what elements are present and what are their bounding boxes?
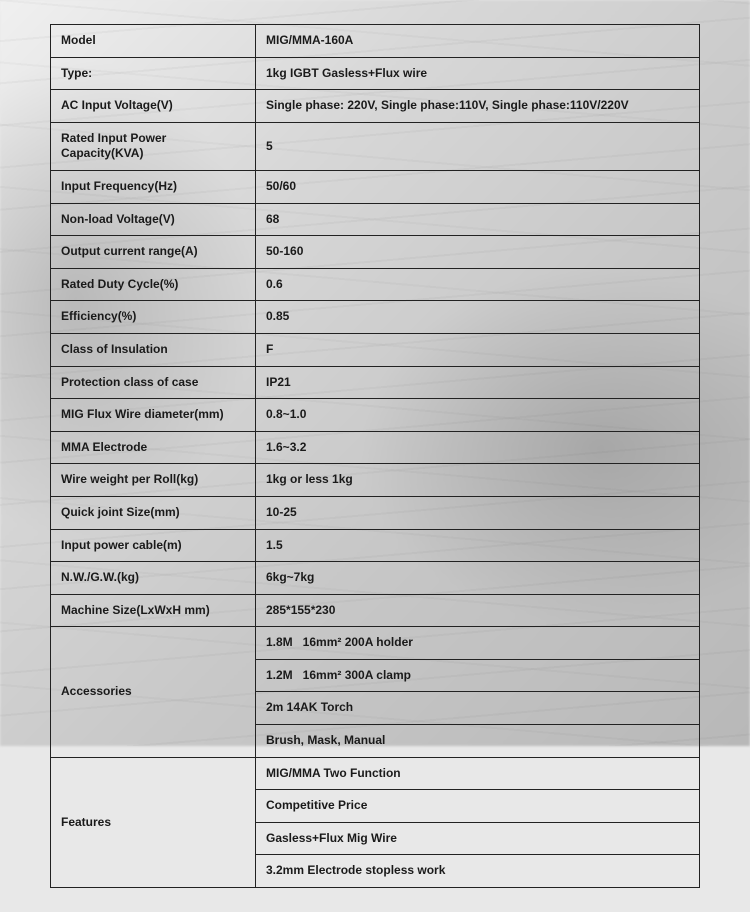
table-row: Non-load Voltage(V)68 (51, 203, 700, 236)
table-container: ModelMIG/MMA-160AType:1kg IGBT Gasless+F… (0, 0, 750, 912)
table-row: FeaturesMIG/MMA Two Function (51, 757, 700, 790)
spec-group-value: 1.8M 16mm² 200A holder (256, 627, 700, 660)
spec-label: Type: (51, 57, 256, 90)
table-row: MIG Flux Wire diameter(mm)0.8~1.0 (51, 399, 700, 432)
spec-label: Wire weight per Roll(kg) (51, 464, 256, 497)
table-row: Protection class of caseIP21 (51, 366, 700, 399)
spec-value: 50-160 (256, 236, 700, 269)
table-row: Class of InsulationF (51, 333, 700, 366)
spec-value: 0.85 (256, 301, 700, 334)
table-row: Rated Input Power Capacity(KVA)5 (51, 122, 700, 170)
spec-group-value: Gasless+Flux Mig Wire (256, 822, 700, 855)
table-row: Rated Duty Cycle(%)0.6 (51, 268, 700, 301)
spec-value: 1.6~3.2 (256, 431, 700, 464)
spec-label: Class of Insulation (51, 333, 256, 366)
spec-value: MIG/MMA-160A (256, 25, 700, 58)
spec-label: Output current range(A) (51, 236, 256, 269)
spec-label: MIG Flux Wire diameter(mm) (51, 399, 256, 432)
spec-value: 1.5 (256, 529, 700, 562)
table-row: Output current range(A)50-160 (51, 236, 700, 269)
table-row: Accessories1.8M 16mm² 200A holder (51, 627, 700, 660)
table-row: N.W./G.W.(kg)6kg~7kg (51, 562, 700, 595)
spec-value: 68 (256, 203, 700, 236)
spec-group-value: 1.2M 16mm² 300A clamp (256, 659, 700, 692)
spec-value: 1kg IGBT Gasless+Flux wire (256, 57, 700, 90)
spec-value: Single phase: 220V, Single phase:110V, S… (256, 90, 700, 123)
spec-value: 0.8~1.0 (256, 399, 700, 432)
spec-group-value: 2m 14AK Torch (256, 692, 700, 725)
spec-label: AC Input Voltage(V) (51, 90, 256, 123)
table-row: ModelMIG/MMA-160A (51, 25, 700, 58)
spec-group-value: Brush, Mask, Manual (256, 725, 700, 758)
spec-label: MMA Electrode (51, 431, 256, 464)
spec-table: ModelMIG/MMA-160AType:1kg IGBT Gasless+F… (50, 24, 700, 888)
spec-label: Input power cable(m) (51, 529, 256, 562)
spec-group-value: Competitive Price (256, 790, 700, 823)
table-row: Machine Size(LxWxH mm)285*155*230 (51, 594, 700, 627)
spec-value: 285*155*230 (256, 594, 700, 627)
table-row: Wire weight per Roll(kg)1kg or less 1kg (51, 464, 700, 497)
spec-label: Quick joint Size(mm) (51, 496, 256, 529)
spec-label: Model (51, 25, 256, 58)
spec-value: 10-25 (256, 496, 700, 529)
spec-label: Non-load Voltage(V) (51, 203, 256, 236)
spec-value: 0.6 (256, 268, 700, 301)
spec-group-label: Accessories (51, 627, 256, 757)
spec-value: 5 (256, 122, 700, 170)
spec-value: F (256, 333, 700, 366)
spec-value: 50/60 (256, 170, 700, 203)
table-row: Efficiency(%)0.85 (51, 301, 700, 334)
table-row: Input power cable(m)1.5 (51, 529, 700, 562)
spec-label: Protection class of case (51, 366, 256, 399)
spec-label: Rated Input Power Capacity(KVA) (51, 122, 256, 170)
spec-label: Rated Duty Cycle(%) (51, 268, 256, 301)
table-row: MMA Electrode1.6~3.2 (51, 431, 700, 464)
spec-table-body: ModelMIG/MMA-160AType:1kg IGBT Gasless+F… (51, 25, 700, 888)
spec-value: 1kg or less 1kg (256, 464, 700, 497)
spec-group-value: 3.2mm Electrode stopless work (256, 855, 700, 888)
spec-group-label: Features (51, 757, 256, 887)
spec-label: Input Frequency(Hz) (51, 170, 256, 203)
table-row: Type:1kg IGBT Gasless+Flux wire (51, 57, 700, 90)
table-row: Quick joint Size(mm)10-25 (51, 496, 700, 529)
table-row: AC Input Voltage(V)Single phase: 220V, S… (51, 90, 700, 123)
spec-group-value: MIG/MMA Two Function (256, 757, 700, 790)
spec-value: 6kg~7kg (256, 562, 700, 595)
spec-label: Efficiency(%) (51, 301, 256, 334)
spec-value: IP21 (256, 366, 700, 399)
spec-label: N.W./G.W.(kg) (51, 562, 256, 595)
table-row: Input Frequency(Hz)50/60 (51, 170, 700, 203)
spec-label: Machine Size(LxWxH mm) (51, 594, 256, 627)
